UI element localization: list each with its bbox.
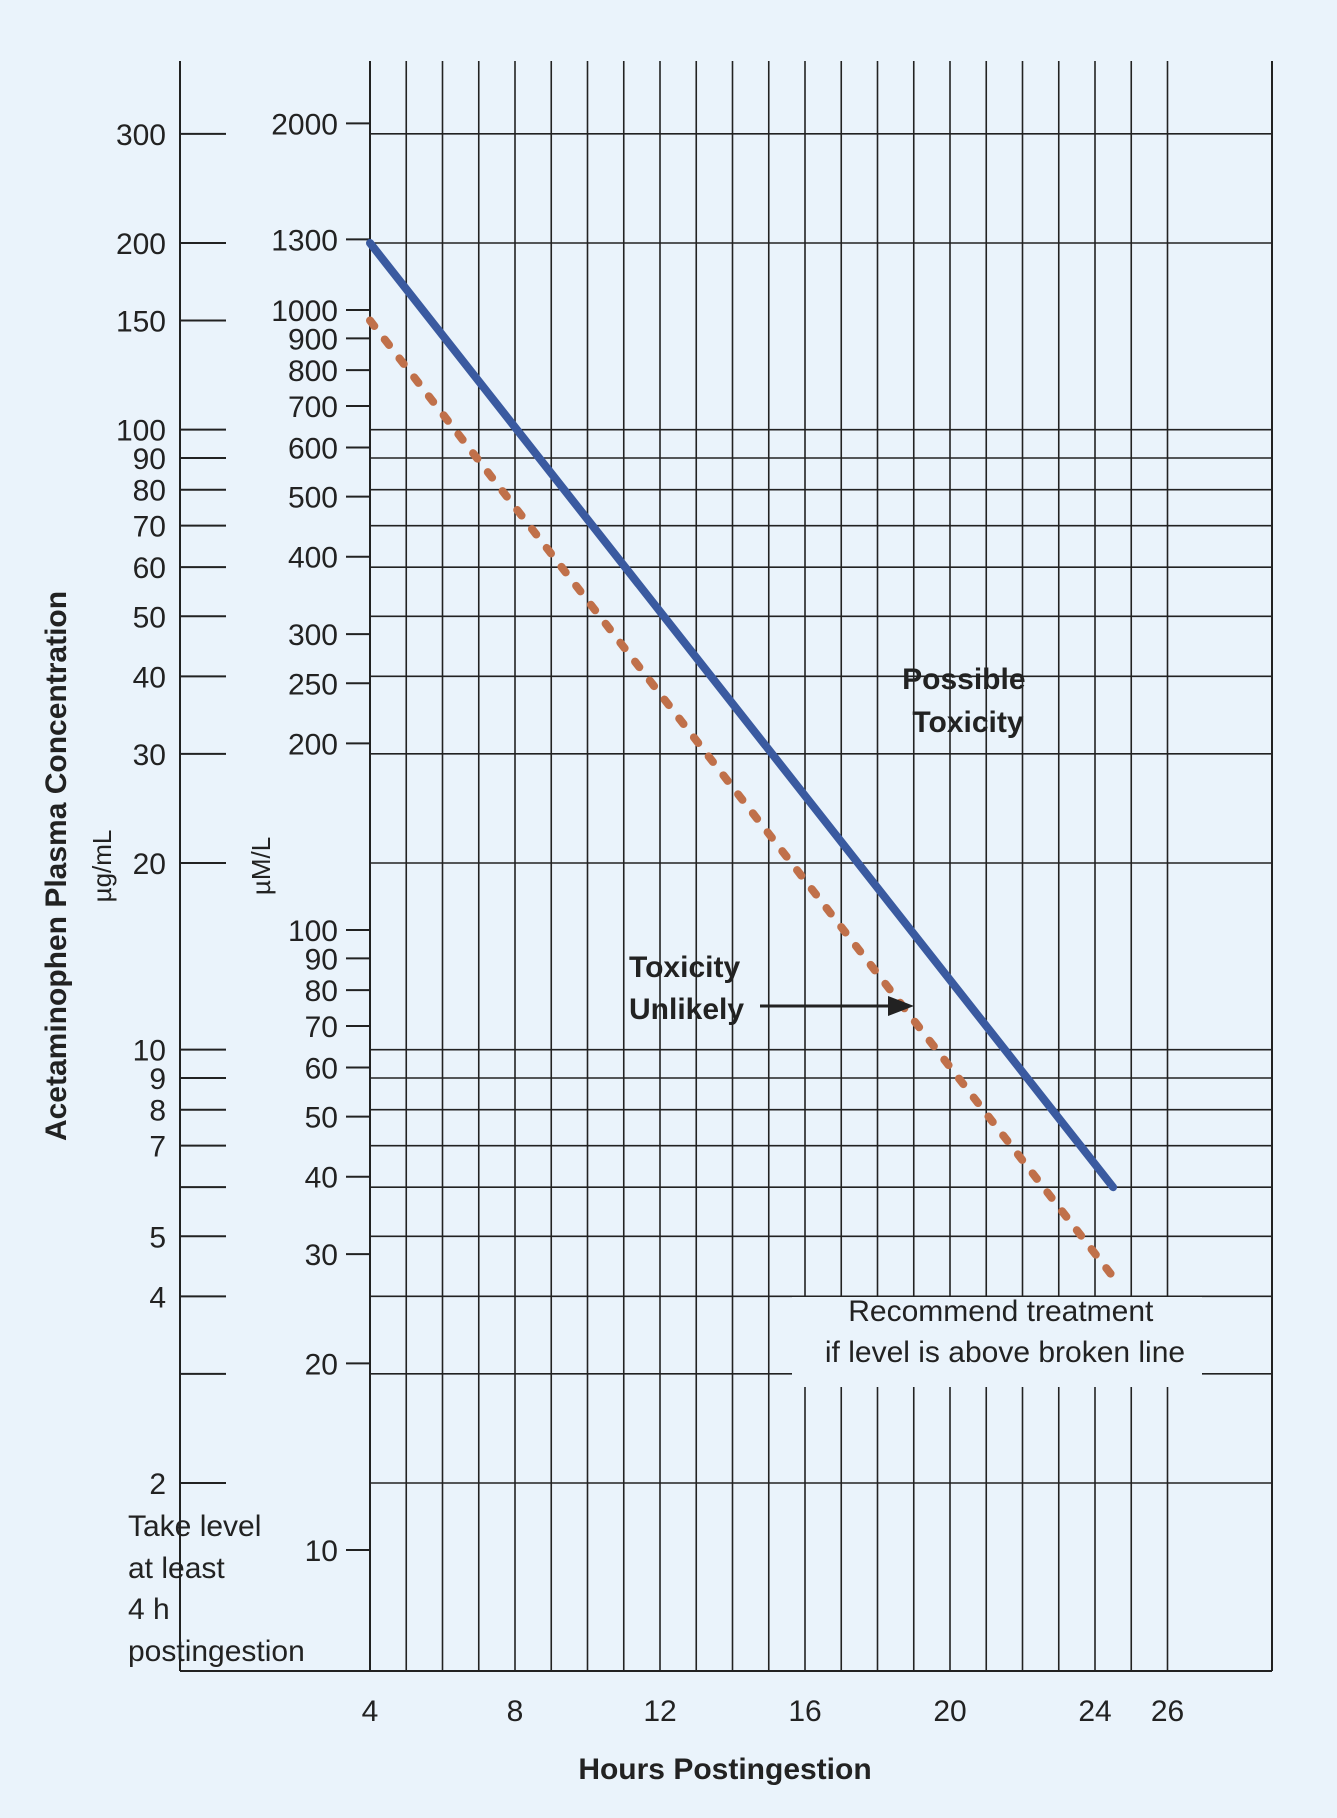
x-tick-label: 24 — [1078, 1695, 1111, 1728]
right-tick-label: 40 — [305, 1162, 338, 1195]
take-level-line4: postingestion — [128, 1635, 305, 1668]
left-tick-label: 90 — [133, 443, 166, 476]
treatment-note-line2: if level is above broken line — [825, 1336, 1185, 1369]
left-tick-label: 150 — [116, 305, 166, 338]
right-tick-label: 10 — [305, 1535, 338, 1568]
treatment-note-line1: Recommend treatment — [848, 1295, 1154, 1328]
left-tick-label: 5 — [149, 1221, 166, 1254]
y-axis-title: Acetaminophen Plasma Concentration — [40, 591, 73, 1141]
right-tick-label: 250 — [288, 668, 338, 701]
right-tick-label: 90 — [305, 943, 338, 976]
right-tick-label: 800 — [288, 355, 338, 388]
right-tick-label: 50 — [305, 1102, 338, 1135]
left-tick-label: 2 — [149, 1468, 166, 1501]
right-tick-label: 1000 — [271, 295, 338, 328]
left-tick-label: 200 — [116, 228, 166, 261]
toxicity-unlikely-label: Toxicity Unlikely — [629, 951, 748, 1026]
x-axis-title: Hours Postingestion — [578, 1753, 871, 1786]
x-tick-label: 20 — [933, 1695, 966, 1728]
right-tick-label: 70 — [305, 1011, 338, 1044]
toxicity-unlikely-arrow — [760, 996, 914, 1016]
axes — [179, 61, 1273, 1672]
right-tick-label: 900 — [288, 323, 338, 356]
right-tick-label: 30 — [305, 1239, 338, 1272]
grid — [369, 61, 1272, 1671]
left-tick-label: 7 — [149, 1131, 166, 1164]
take-level-line2: at least — [128, 1552, 225, 1585]
right-tick-label: 400 — [288, 542, 338, 575]
right-tick-label: 100 — [288, 915, 338, 948]
x-tick-label: 8 — [507, 1695, 524, 1728]
left-tick-label: 70 — [133, 511, 166, 544]
left-tick-label: 9 — [149, 1063, 166, 1096]
possible-toxicity-line2: Toxicity — [912, 706, 1023, 739]
series — [366, 239, 1118, 1281]
right-tick-label: 80 — [305, 975, 338, 1008]
treatment-line-solid — [366, 239, 1118, 1192]
x-tick-label: 4 — [362, 1695, 379, 1728]
arrow-head — [888, 996, 914, 1016]
treatment-note: Recommend treatment if level is above br… — [825, 1295, 1185, 1369]
left-tick-label: 50 — [133, 601, 166, 634]
left-tick-label: 4 — [149, 1281, 166, 1314]
right-tick-label: 20 — [305, 1348, 338, 1381]
left-tick-label: 300 — [116, 119, 166, 152]
left-tick-label: 8 — [149, 1095, 166, 1128]
right-tick-label: 500 — [288, 482, 338, 515]
x-axis-ticks: 4 8 12 16 20 24 26 — [362, 1695, 1185, 1728]
left-tick-label: 20 — [133, 848, 166, 881]
left-tick-label: 30 — [133, 739, 166, 772]
toxicity-unlikely-line1: Toxicity — [629, 951, 740, 984]
y-axis-unit-umol: µM/L — [246, 837, 276, 895]
left-tick-label: 10 — [133, 1035, 166, 1068]
treatment-line-dotted — [366, 316, 1118, 1281]
treatment-note-background — [792, 1297, 1202, 1387]
toxicity-unlikely-line2: Unlikely — [629, 993, 744, 1026]
take-level-line1: Take level — [128, 1510, 261, 1543]
left-tick-label: 60 — [133, 552, 166, 585]
right-tick-label: 600 — [288, 433, 338, 466]
left-tick-label: 40 — [133, 661, 166, 694]
take-level-line3: 4 h — [128, 1593, 170, 1626]
take-level-note: Take level at least 4 h postingestion — [128, 1510, 305, 1668]
right-tick-label: 700 — [288, 391, 338, 424]
x-tick-label: 16 — [788, 1695, 821, 1728]
right-tick-label: 2000 — [271, 108, 338, 141]
right-tick-label: 300 — [288, 619, 338, 652]
right-tick-label: 1300 — [271, 224, 338, 257]
possible-toxicity-label: Possible Toxicity — [902, 663, 1034, 739]
y-axis-unit-ugml: µg/mL — [87, 830, 117, 903]
x-tick-label: 12 — [643, 1695, 676, 1728]
right-tick-label: 60 — [305, 1053, 338, 1086]
left-tick-label: 100 — [116, 415, 166, 448]
possible-toxicity-line1: Possible — [902, 663, 1025, 696]
x-tick-label: 26 — [1151, 1695, 1184, 1728]
right-tick-label: 200 — [288, 728, 338, 761]
left-tick-label: 80 — [133, 475, 166, 508]
